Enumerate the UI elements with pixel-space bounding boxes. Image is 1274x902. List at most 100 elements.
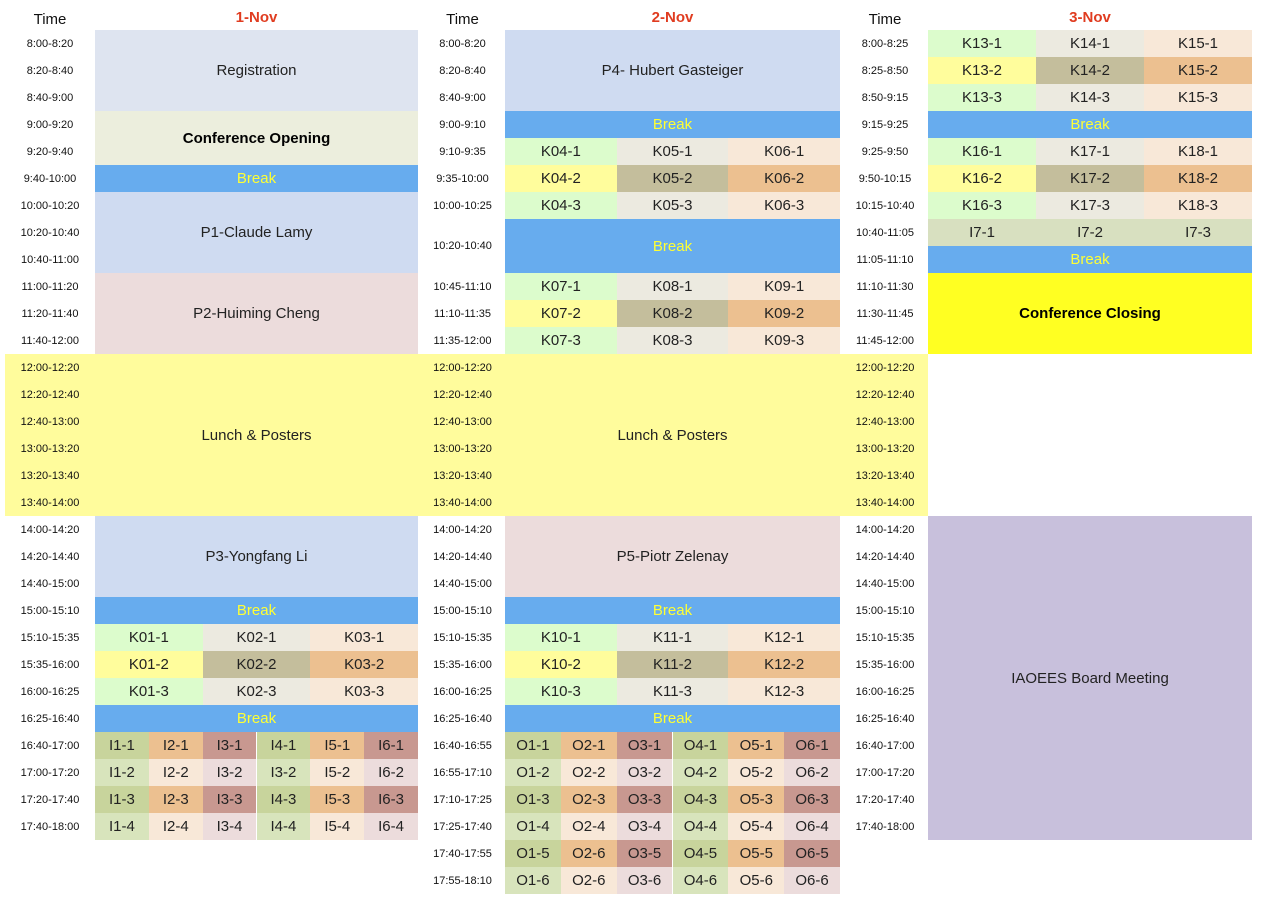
- time-slot-label: 8:00-8:25: [861, 37, 909, 50]
- talk-cell: K18-1: [1144, 138, 1252, 165]
- talk-cell: K09-3: [728, 327, 840, 354]
- talk-cell: K17-2: [1036, 165, 1144, 192]
- talk-cell: K09-1: [728, 273, 840, 300]
- break-block: Break: [928, 246, 1252, 273]
- talk-cell: K14-1: [1036, 30, 1144, 57]
- time-slot-label: 13:00-13:20: [855, 442, 915, 455]
- time-slot-label: 14:40-15:00: [20, 577, 80, 590]
- talk-cell: I1-1: [95, 732, 149, 759]
- time-slot-label: 17:40-18:00: [20, 820, 80, 833]
- time-slot-label: 13:20-13:40: [433, 469, 492, 482]
- talk-cell: K17-1: [1036, 138, 1144, 165]
- talk-cell: K15-1: [1144, 30, 1252, 57]
- time-slot-label: 15:00-15:10: [433, 604, 492, 617]
- time-slot-label: 9:40-10:00: [23, 172, 77, 185]
- break-block: Break: [95, 165, 418, 192]
- talk-cell: K15-2: [1144, 57, 1252, 84]
- break-block: Break: [505, 219, 840, 273]
- time-slot-label: 9:15-9:25: [861, 118, 909, 131]
- time-slot-label: 9:20-9:40: [26, 145, 74, 158]
- time-slot-label: 17:00-17:20: [855, 766, 915, 779]
- time-slot-label: 11:10-11:30: [856, 280, 914, 293]
- time-slot-label: 13:40-14:00: [433, 496, 492, 509]
- time-slot-label: 10:00-10:25: [433, 199, 492, 212]
- talk-cell: O5-3: [728, 786, 785, 813]
- time-slot-label: 15:35-16:00: [20, 658, 80, 671]
- time-slot-label: 15:35-16:00: [433, 658, 492, 671]
- talk-cell: I4-4: [256, 813, 311, 840]
- lunch-block: Lunch & Posters: [617, 426, 728, 444]
- talk-cell: K03-1: [310, 624, 418, 651]
- time-slot-label: 8:25-8:50: [861, 64, 909, 77]
- time-slot-label: 10:20-10:40: [433, 240, 492, 252]
- talk-cell: K13-2: [928, 57, 1036, 84]
- talk-cell: K10-3: [505, 678, 617, 705]
- day-date-header: 3-Nov: [1069, 8, 1111, 26]
- talk-cell: K11-2: [616, 651, 729, 678]
- talk-cell: O2-4: [560, 813, 617, 840]
- talk-cell: K01-2: [95, 651, 203, 678]
- talk-cell: I1-4: [95, 813, 149, 840]
- talk-cell: K06-3: [728, 192, 840, 219]
- talk-cell: K01-1: [95, 624, 203, 651]
- time-slot-label: 10:40-11:00: [21, 253, 79, 266]
- time-slot-label: 14:40-15:00: [433, 577, 492, 590]
- talk-cell: K12-2: [728, 651, 840, 678]
- talk-cell: K16-3: [928, 192, 1036, 219]
- talk-cell: I4-1: [256, 732, 311, 759]
- talk-cell: K16-2: [928, 165, 1036, 192]
- time-slot-label: 10:20-10:40: [20, 226, 80, 239]
- talk-cell: I2-2: [148, 759, 203, 786]
- time-slot-label: 13:40-14:00: [855, 496, 915, 509]
- time-slot-label: 17:40-17:55: [433, 847, 492, 860]
- time-slot-label: 17:25-17:40: [433, 820, 492, 833]
- talk-cell: K11-3: [616, 678, 729, 705]
- plenary-block: P5-Piotr Zelenay: [505, 516, 840, 597]
- time-slot-label: 12:40-13:00: [433, 415, 492, 428]
- time-header: Time: [446, 10, 479, 28]
- time-slot-label: 12:00-12:20: [855, 361, 915, 374]
- day-date-header: 2-Nov: [651, 8, 694, 26]
- talk-cell: O4-1: [672, 732, 729, 759]
- time-slot-label: 9:25-9:50: [861, 145, 909, 158]
- time-slot-label: 16:00-16:25: [855, 685, 915, 698]
- talk-cell: I2-1: [148, 732, 203, 759]
- talk-cell: O4-4: [672, 813, 729, 840]
- talk-cell: K06-1: [728, 138, 840, 165]
- talk-cell: O6-5: [784, 840, 840, 867]
- break-block: Break: [928, 111, 1252, 138]
- talk-cell: I3-3: [202, 786, 257, 813]
- talk-cell: O2-1: [560, 732, 617, 759]
- time-slot-label: 8:40-9:00: [439, 91, 486, 104]
- talk-cell: O5-6: [728, 867, 785, 894]
- time-slot-label: 14:40-15:00: [855, 577, 915, 590]
- talk-cell: O5-1: [728, 732, 785, 759]
- time-slot-label: 15:10-15:35: [855, 631, 915, 644]
- talk-cell: I1-3: [95, 786, 149, 813]
- time-slot-label: 17:40-18:00: [855, 820, 915, 833]
- time-header: Time: [868, 10, 902, 28]
- time-slot-label: 16:25-16:40: [433, 712, 492, 725]
- time-slot-label: 12:00-12:20: [20, 361, 80, 374]
- time-slot-label: 8:40-9:00: [26, 91, 74, 104]
- time-slot-label: 16:40-17:00: [20, 739, 80, 752]
- plenary-block: P3-Yongfang Li: [95, 516, 418, 597]
- talk-cell: K07-3: [505, 327, 617, 354]
- time-slot-label: 13:40-14:00: [20, 496, 80, 509]
- talk-cell: O5-2: [728, 759, 785, 786]
- registration-block: Registration: [95, 30, 418, 111]
- time-slot-label: 9:10-9:35: [439, 145, 486, 158]
- time-slot-label: 8:00-8:20: [439, 37, 486, 50]
- talk-cell: O2-6: [560, 867, 617, 894]
- lunch-band: [5, 354, 928, 516]
- time-slot-label: 17:00-17:20: [20, 766, 80, 779]
- talk-cell: K04-2: [505, 165, 617, 192]
- time-slot-label: 11:00-11:20: [21, 280, 79, 293]
- time-slot-label: 11:10-11:35: [433, 307, 492, 320]
- talk-cell: K16-1: [928, 138, 1036, 165]
- time-header: Time: [33, 10, 67, 28]
- talk-cell: O1-6: [505, 867, 561, 894]
- talk-cell: K05-2: [616, 165, 729, 192]
- talk-cell: K06-2: [728, 165, 840, 192]
